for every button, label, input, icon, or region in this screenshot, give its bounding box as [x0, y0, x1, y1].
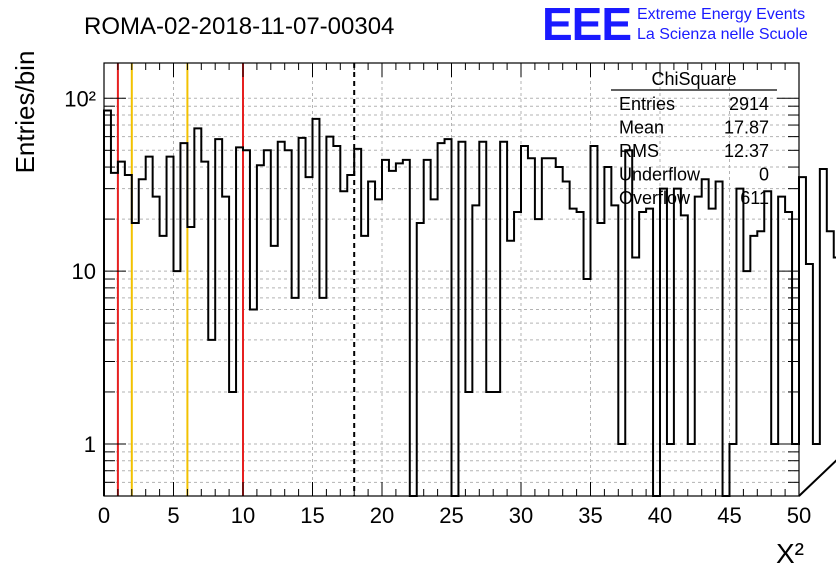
stats-row-label: Overflow — [619, 188, 691, 208]
x-tick-label: 35 — [578, 503, 602, 528]
histogram-outline — [103, 109, 836, 497]
eee-logo-mark: EEE — [542, 0, 631, 50]
x-tick-label: 15 — [300, 503, 324, 528]
y-tick-label: 10 — [72, 259, 96, 284]
x-axis-label: X² — [776, 538, 804, 569]
x-tick-label: 5 — [167, 503, 179, 528]
stats-row-value: 611 — [740, 188, 769, 208]
y-tick-label: 10² — [64, 86, 96, 111]
x-tick-label: 50 — [787, 503, 811, 528]
y-axis-label: Entries/bin — [10, 51, 40, 174]
stats-row-label: Underflow — [619, 165, 701, 185]
eee-logo-line2: La Scienza nelle Scuole — [637, 26, 808, 43]
stats-box: ChiSquare Entries 2914 Mean 17.87 RMS 12.37 Un… — [611, 69, 777, 208]
stats-row-value: 0 — [759, 165, 769, 185]
x-tick-label: 0 — [98, 503, 110, 528]
stats-row-value: 2914 — [729, 94, 769, 114]
stats-row-label: RMS — [619, 141, 659, 161]
x-tick-label: 20 — [370, 503, 394, 528]
y-axis: 1 10 10² — [64, 86, 799, 497]
x-tick-label: 25 — [439, 503, 463, 528]
x-axis: 0 5 10 15 20 25 30 35 40 45 50 — [98, 63, 811, 528]
x-tick-label: 30 — [509, 503, 533, 528]
x-tick-label: 40 — [648, 503, 672, 528]
stats-title: ChiSquare — [651, 69, 736, 89]
x-tick-label: 45 — [717, 503, 741, 528]
stats-row-label: Entries — [619, 94, 675, 114]
x-tick-label: 10 — [231, 503, 255, 528]
stats-row-label: Mean — [619, 118, 664, 138]
grid — [104, 63, 799, 497]
histogram-series — [103, 109, 836, 497]
y-tick-label: 1 — [84, 432, 96, 457]
eee-logo-line1: Extreme Energy Events — [637, 6, 805, 23]
eee-logo: EEE Extreme Energy Events La Scienza nel… — [542, 0, 808, 50]
reference-lines — [116, 63, 356, 496]
stats-row-value: 17.87 — [724, 118, 769, 138]
chart-title: ROMA-02-2018-11-07-00304 — [84, 13, 394, 40]
stats-row-value: 12.37 — [724, 141, 769, 161]
